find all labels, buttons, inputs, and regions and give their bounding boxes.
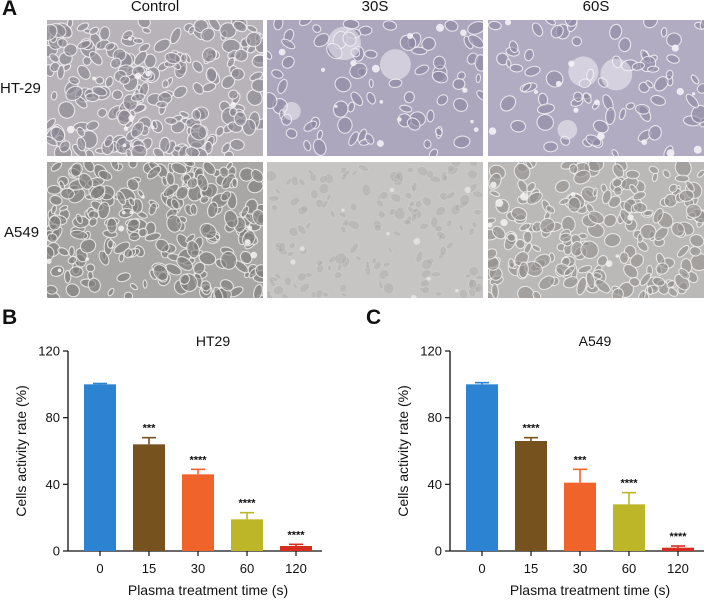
x-tick-label: 15	[524, 561, 538, 576]
chart-ht29: HT29 0 40 80 120 Cells activity rate (%) 0 15 **…	[13, 333, 322, 598]
y-tick-label: 40	[428, 477, 442, 492]
x-tick-label: 30	[573, 561, 587, 576]
y-tick-label: 120	[420, 344, 442, 359]
x-tick-label: 60	[622, 561, 636, 576]
significance-marker: ***	[143, 423, 157, 435]
x-tick-label: 60	[240, 561, 254, 576]
y-axis-label: Cells activity rate (%)	[395, 385, 411, 516]
y-tick-label: 0	[53, 544, 60, 559]
x-tick-label: 120	[667, 561, 689, 576]
significance-marker: ****	[238, 498, 256, 510]
chart-title: HT29	[196, 333, 230, 349]
x-tick-label: 15	[142, 561, 156, 576]
row-label-a549: A549	[4, 224, 40, 241]
x-tick-label: 120	[285, 561, 307, 576]
bar	[182, 474, 214, 551]
bar	[613, 504, 645, 551]
bar	[466, 384, 498, 551]
significance-marker: ****	[287, 529, 305, 541]
y-tick-label: 120	[38, 344, 60, 359]
x-axis-label: Plasma treatment time (s)	[128, 582, 288, 598]
panel-c-letter: C	[366, 306, 382, 329]
bar	[280, 546, 312, 551]
significance-marker: ****	[189, 454, 207, 466]
micrograph-a549-60s	[488, 162, 704, 298]
bar	[84, 384, 116, 551]
y-tick-label: 80	[46, 410, 60, 425]
bar	[662, 547, 694, 551]
y-axis-label: Cells activity rate (%)	[13, 385, 29, 516]
panel-b-letter: B	[2, 306, 18, 329]
chart-title: A549	[579, 333, 612, 349]
column-label-60s: 60S	[582, 0, 610, 15]
significance-marker: ***	[574, 454, 588, 466]
micrograph-a549-control	[47, 162, 263, 298]
y-tick-label: 80	[428, 410, 442, 425]
micrograph-a549-30s	[267, 162, 483, 298]
x-tick-label: 30	[191, 561, 205, 576]
column-label-30s: 30S	[361, 0, 389, 15]
y-tick-label: 0	[435, 544, 442, 559]
micrograph-ht29-control	[47, 20, 263, 156]
bar	[515, 441, 547, 551]
x-axis-label: Plasma treatment time (s)	[510, 582, 670, 598]
significance-marker: ****	[620, 478, 638, 490]
significance-marker: ****	[522, 423, 540, 435]
x-tick-label: 0	[96, 561, 103, 576]
row-label-ht29: HT-29	[0, 80, 41, 97]
bar	[133, 444, 165, 551]
micrograph-ht29-30s	[267, 20, 483, 156]
x-tick-label: 0	[478, 561, 485, 576]
micrograph-ht29-60s	[488, 20, 704, 156]
bar	[231, 519, 263, 551]
bar	[564, 482, 596, 551]
panel-a-letter: A	[2, 0, 18, 20]
column-label-control: Control	[130, 0, 180, 15]
chart-a549: A549 0 40 80 120 Cells activity rate (%) 0 15 **…	[395, 333, 704, 598]
significance-marker: ****	[669, 531, 687, 543]
y-tick-label: 40	[46, 477, 60, 492]
